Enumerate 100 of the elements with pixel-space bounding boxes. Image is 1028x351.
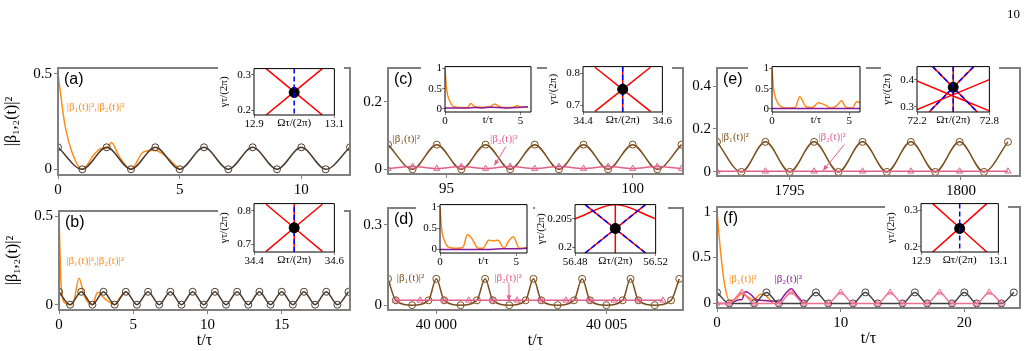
y-axis-title: γτ/(2π) bbox=[217, 76, 231, 109]
x-tick-label: 72.2 bbox=[907, 114, 927, 127]
y-tick-label: 0.7 bbox=[566, 97, 581, 110]
y-tick-label: 0.3 bbox=[900, 99, 915, 112]
y-axis-title: γτ/(2π) bbox=[217, 212, 231, 245]
y-tick-label: 0.5 bbox=[755, 81, 770, 94]
x-axis-title: Ωτ/(2π) bbox=[277, 116, 312, 130]
y-tick-label: 0 bbox=[431, 242, 438, 255]
x-axis-title: t/τ bbox=[527, 330, 544, 348]
y-tick-label: 0.2 bbox=[692, 119, 711, 136]
x-tick-label: 1800 bbox=[945, 181, 976, 198]
series-label: |β₁(t)|²,|β₂(t)|² bbox=[66, 254, 125, 268]
y-tick-label: 0.5 bbox=[692, 248, 711, 265]
y-tick-label: 0 bbox=[763, 101, 770, 114]
y-tick-label: 0.5 bbox=[34, 207, 53, 224]
text: 10 bbox=[1007, 6, 1020, 22]
y-tick-label: 0.4 bbox=[692, 76, 712, 93]
annotation: (e) bbox=[723, 70, 743, 88]
x-axis-title: Ωτ/(2π) bbox=[605, 113, 641, 127]
x-tick-label: 34.4 bbox=[573, 114, 594, 127]
annotation: (c) bbox=[394, 70, 413, 88]
y-tick-label: 0.8 bbox=[566, 66, 581, 79]
x-axis-title: t/τ bbox=[478, 254, 490, 267]
annotation: (f) bbox=[723, 209, 739, 227]
x-tick-label: 1795 bbox=[774, 181, 805, 198]
y-tick-label: 0.3 bbox=[237, 67, 252, 80]
y-axis-title: γτ/(2π) bbox=[534, 213, 548, 246]
x-tick-label: 5 bbox=[513, 255, 520, 268]
y-tick-label: 0.4 bbox=[900, 72, 915, 85]
series-label: |β₂(t)|² bbox=[774, 271, 803, 285]
x-tick-label: 5 bbox=[517, 114, 524, 127]
x-axis-title: t/τ bbox=[482, 113, 494, 126]
x-tick-label: 10 bbox=[833, 313, 849, 330]
y-axis-title: |β₁,₂(t)|² bbox=[1, 96, 20, 147]
y-axis-title: γτ/(2π) bbox=[884, 212, 898, 245]
x-tick-label: 5 bbox=[129, 315, 137, 332]
y-tick-label: 0.2 bbox=[237, 102, 251, 115]
y-tick-label: 0 bbox=[703, 294, 711, 311]
x-tick-label: 100 bbox=[621, 179, 644, 196]
x-tick-label: 15 bbox=[274, 315, 290, 332]
series-label: |β₂(t)|² bbox=[494, 271, 523, 285]
y-tick-label: 0.5 bbox=[423, 221, 438, 234]
x-tick-label: 5 bbox=[175, 180, 184, 197]
y-tick-label: 0.205 bbox=[547, 211, 573, 224]
y-tick-label: 0 bbox=[45, 295, 53, 312]
x-tick-label: 5 bbox=[846, 114, 853, 127]
y-tick-label: 1 bbox=[436, 61, 442, 74]
series-label: |β₂(t)|² bbox=[490, 131, 519, 145]
series-label: |β₁(t)|² bbox=[396, 271, 426, 285]
annotation: (a) bbox=[64, 70, 84, 88]
x-tick-label: 56.52 bbox=[643, 255, 668, 268]
y-tick-label: 0.3 bbox=[363, 215, 382, 232]
x-axis-title: Ωτ/(2π) bbox=[277, 253, 312, 267]
y-axis-title: |β₁,₂(t)|² bbox=[2, 235, 21, 286]
x-tick-label: 72.8 bbox=[979, 114, 1000, 127]
x-axis-title: t/τ bbox=[196, 330, 213, 348]
x-tick-label: 12.9 bbox=[911, 254, 932, 267]
y-tick-label: 0.2 bbox=[558, 240, 572, 253]
x-tick-label: 40 000 bbox=[415, 315, 457, 332]
y-tick-label: 0.3 bbox=[904, 203, 919, 216]
y-tick-label: 0 bbox=[436, 101, 443, 114]
x-tick-label: 34.4 bbox=[244, 254, 265, 267]
y-axis-title: γτ/(2π) bbox=[546, 73, 560, 106]
y-tick-label: 0.5 bbox=[428, 81, 443, 94]
y-tick-label: 0 bbox=[44, 160, 52, 177]
x-axis-title: Ωτ/(2π) bbox=[942, 253, 978, 267]
x-tick-label: 10 bbox=[199, 315, 215, 332]
y-axis-title: γτ/(2π) bbox=[880, 73, 894, 106]
annotation: (b) bbox=[65, 213, 85, 231]
y-tick-label: 1 bbox=[763, 61, 769, 74]
x-axis-title: t/τ bbox=[810, 113, 822, 126]
series-label: |β₁(t)|² bbox=[392, 131, 421, 145]
y-tick-label: 0.8 bbox=[237, 203, 252, 216]
annotation: (d) bbox=[394, 210, 414, 228]
y-tick-label: 1 bbox=[431, 199, 437, 212]
x-tick-label: 40 005 bbox=[586, 315, 628, 332]
y-tick-label: 0 bbox=[374, 296, 382, 313]
y-tick-label: 0 bbox=[374, 160, 382, 177]
series-label: |β₁(t)|² bbox=[729, 271, 758, 285]
x-tick-label: 34.6 bbox=[652, 114, 673, 127]
x-tick-label: 34.6 bbox=[324, 254, 345, 267]
y-tick-label: 1 bbox=[703, 202, 711, 219]
x-tick-label: 12.9 bbox=[244, 117, 265, 130]
x-tick-label: 20 bbox=[956, 313, 972, 330]
y-tick-label: 0.2 bbox=[363, 92, 382, 109]
x-tick-label: 10 bbox=[293, 180, 309, 197]
x-axis-title: Ωτ/(2π) bbox=[598, 254, 633, 268]
series-label: |β₁(t)|² bbox=[721, 129, 750, 143]
x-axis-title: t/τ bbox=[860, 328, 877, 346]
text: |β₂(t)|² bbox=[818, 129, 847, 143]
x-tick-label: 13.1 bbox=[324, 117, 344, 130]
x-tick-label: 56.48 bbox=[562, 255, 588, 268]
x-tick-label: 13.1 bbox=[988, 254, 1008, 267]
series-label: |β₁(t)|²,|β₂(t)|² bbox=[66, 99, 126, 113]
y-tick-label: 0.7 bbox=[237, 237, 252, 250]
x-axis-title: Ωτ/(2π) bbox=[936, 113, 971, 127]
y-tick-label: 0.5 bbox=[33, 64, 52, 81]
y-tick-label: 0.2 bbox=[904, 239, 918, 252]
x-tick-label: 95 bbox=[438, 179, 454, 196]
y-tick-label: 0 bbox=[703, 162, 711, 179]
